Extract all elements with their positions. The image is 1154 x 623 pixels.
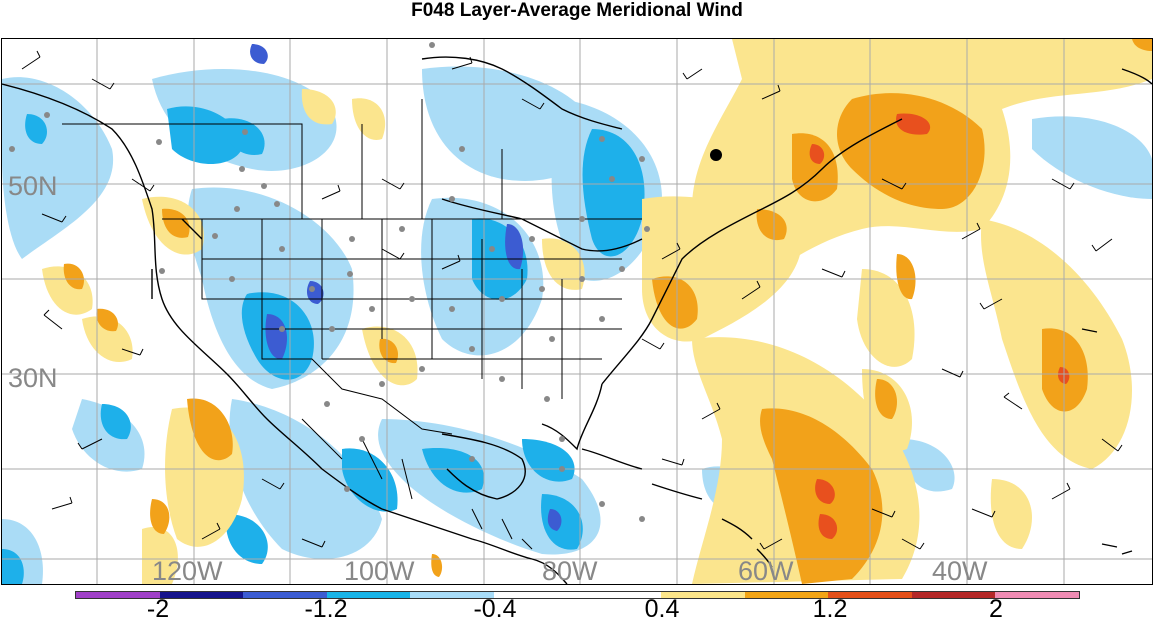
colorbar-segment (828, 592, 912, 598)
positive-wind-contours-peak (809, 113, 1070, 539)
colorbar-segment (995, 592, 1079, 598)
colorbar-tick-label: 0.4 (644, 595, 680, 623)
map-panel: 50N 30N 120W 100W 80W 60W 40W (1, 38, 1153, 585)
colorbar-segment (577, 592, 662, 598)
lon-label-120w: 120W (152, 556, 223, 585)
wind-barbs (21, 50, 1123, 550)
chart-title: F048 Layer-Average Meridional Wind (411, 0, 743, 21)
colorbar-tick-label: 2 (989, 595, 1003, 623)
lon-label-80w: 80W (542, 556, 598, 585)
coastlines (2, 56, 1152, 584)
lon-label-40w: 40W (932, 556, 988, 585)
colorbar-tick-label: -2 (146, 595, 170, 623)
lon-label-100w: 100W (344, 556, 415, 585)
colorbar-tick-label: -1.2 (304, 595, 348, 623)
colorbar-segment (410, 592, 494, 598)
colorbar-segment (744, 592, 829, 598)
negative-wind-contours-peak (250, 44, 562, 531)
graticule (2, 39, 1152, 584)
colorbar-segment (243, 592, 327, 598)
colorbar-tick-label: 1.2 (812, 595, 848, 623)
political-boundaries (62, 99, 642, 550)
station-markers (9, 42, 650, 522)
station-marker-large (710, 149, 722, 161)
map-canvas (2, 39, 1152, 584)
colorbar-segment (326, 592, 411, 598)
lat-label-50n: 50N (8, 171, 58, 201)
colorbar-segment (493, 592, 578, 598)
colorbar-segment (911, 592, 996, 598)
colorbar-segment (76, 592, 160, 598)
lon-label-60w: 60W (738, 556, 794, 585)
colorbar-segment (661, 592, 745, 598)
colorbar (75, 591, 1080, 599)
colorbar-tick-label: -0.4 (473, 595, 517, 623)
colorbar-segment (159, 592, 244, 598)
lat-label-30n: 30N (8, 363, 58, 393)
